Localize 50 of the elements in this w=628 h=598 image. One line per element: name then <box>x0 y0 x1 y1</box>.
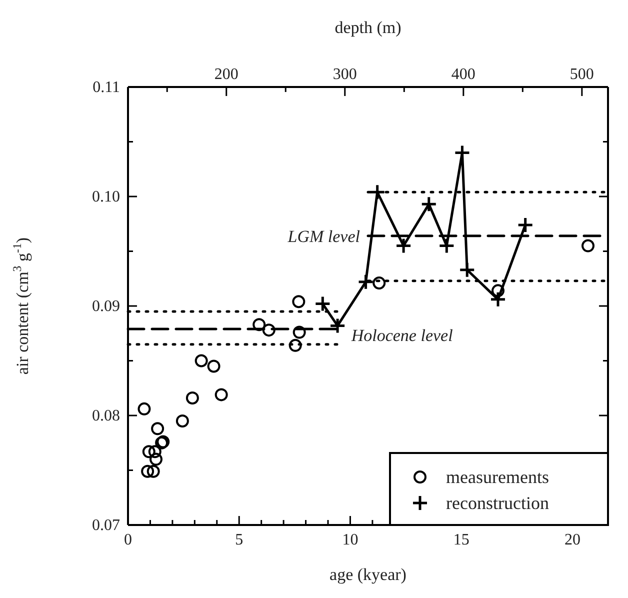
point <box>358 274 374 290</box>
point <box>194 354 208 368</box>
y-tick-label: 0.11 <box>92 79 120 96</box>
x-tick-label: 10 <box>342 531 358 548</box>
point <box>151 422 164 436</box>
point <box>207 360 220 373</box>
point <box>141 464 154 478</box>
point <box>582 239 594 252</box>
point <box>262 324 276 337</box>
point <box>395 238 412 254</box>
y-tick-label: 0.09 <box>92 298 120 316</box>
x-tick-label: 5 <box>235 531 244 548</box>
point <box>329 317 346 334</box>
y-tick-label: 0.08 <box>92 408 120 425</box>
legend-label: measurements <box>446 467 549 487</box>
x-tick-label: 20 <box>564 531 580 548</box>
x-tick-label: 0 <box>124 531 132 548</box>
x2-tick-label: 300 <box>332 66 357 83</box>
annotation: Holocene level <box>350 326 454 345</box>
point <box>288 338 302 352</box>
point <box>458 262 476 278</box>
point <box>138 402 151 416</box>
legend-label: reconstruction <box>446 493 549 513</box>
point <box>438 238 455 254</box>
x2-tick-label: 400 <box>451 66 476 83</box>
point <box>292 295 306 308</box>
point <box>490 291 506 308</box>
point <box>492 284 504 298</box>
point <box>148 445 162 458</box>
point <box>146 464 160 478</box>
point <box>186 391 199 404</box>
x2-tick-label: 500 <box>570 66 594 83</box>
point <box>372 276 386 290</box>
point <box>292 326 306 339</box>
point <box>314 296 331 312</box>
point <box>142 445 156 458</box>
point <box>252 318 266 332</box>
x2-tick-label: 200 <box>214 66 238 83</box>
point <box>369 184 386 200</box>
point <box>176 414 189 428</box>
annotation: LGM level <box>286 226 360 246</box>
x-axis-title: age (kyear) <box>330 565 406 584</box>
point <box>214 388 228 402</box>
x-tick-label: 15 <box>453 531 470 548</box>
point <box>517 216 534 234</box>
y-tick-label: 0.07 <box>92 517 120 534</box>
y-tick-label: 0.10 <box>92 188 120 206</box>
point <box>150 452 162 466</box>
x2-axis-title: depth (m) <box>334 18 402 37</box>
point <box>420 196 438 212</box>
